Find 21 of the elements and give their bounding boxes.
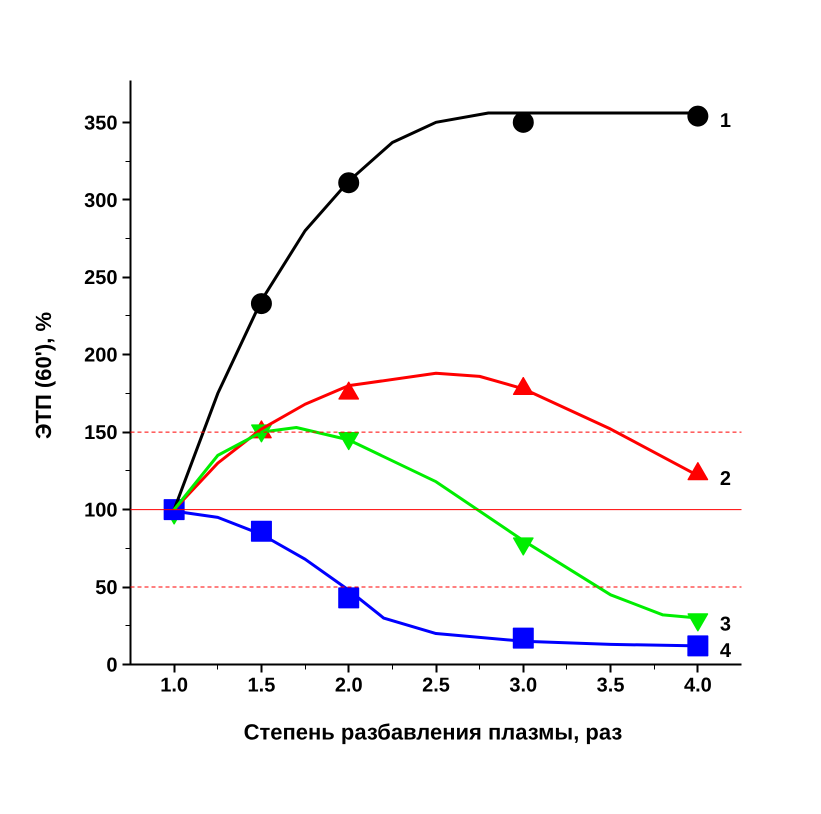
- y-tick-label: 50: [95, 577, 118, 600]
- x-tick-label: 3.5: [596, 674, 624, 696]
- x-tick-label: 1.5: [248, 674, 276, 696]
- y-tick-label: 150: [84, 422, 118, 444]
- y-tick-label: 200: [84, 344, 118, 367]
- series-label: 1: [720, 110, 731, 132]
- y-axis-title: ЭТП (60'), %: [31, 312, 56, 440]
- x-tick-label: 2.0: [334, 674, 363, 696]
- series-label: 3: [720, 614, 731, 636]
- x-tick-label: 1.0: [160, 674, 188, 696]
- x-tick-label: 2.5: [422, 674, 450, 696]
- y-tick-label: 350: [84, 112, 118, 134]
- y-tick-label: 300: [84, 190, 118, 212]
- y-tick-label: 100: [84, 500, 118, 522]
- y-tick-label: 0: [106, 654, 118, 676]
- y-tick-label: 250: [84, 267, 118, 290]
- x-tick-label: 4.0: [684, 674, 712, 696]
- x-tick-label: 3.0: [509, 674, 538, 696]
- series-label: 4: [720, 640, 732, 662]
- series-label: 2: [720, 468, 731, 490]
- x-axis-title: Степень разбавления плазмы, раз: [244, 720, 622, 744]
